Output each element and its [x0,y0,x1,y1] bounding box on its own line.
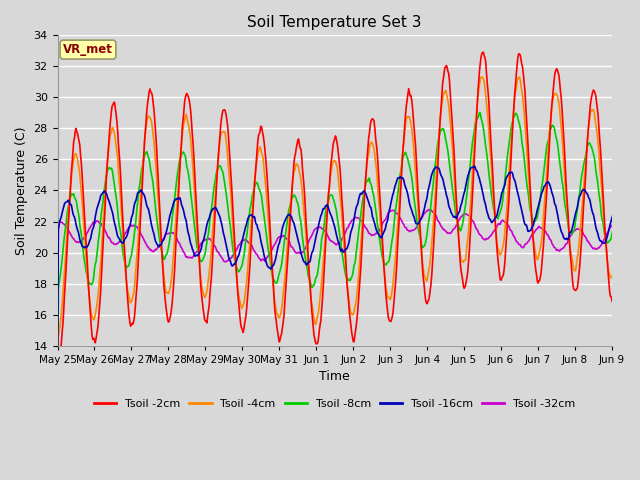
Legend: Tsoil -2cm, Tsoil -4cm, Tsoil -8cm, Tsoil -16cm, Tsoil -32cm: Tsoil -2cm, Tsoil -4cm, Tsoil -8cm, Tsoi… [90,395,580,413]
Text: VR_met: VR_met [63,43,113,56]
Title: Soil Temperature Set 3: Soil Temperature Set 3 [248,15,422,30]
Y-axis label: Soil Temperature (C): Soil Temperature (C) [15,126,28,255]
X-axis label: Time: Time [319,370,350,383]
